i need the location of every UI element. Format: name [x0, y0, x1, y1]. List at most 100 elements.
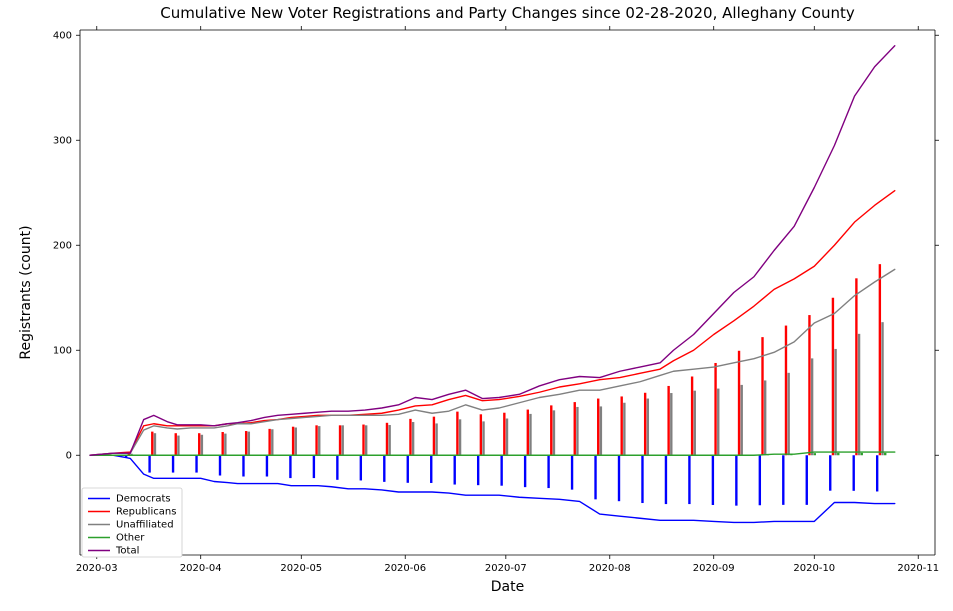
legend-label-total: Total [115, 546, 139, 557]
bar-republicans [409, 419, 411, 455]
bar-democrats [477, 455, 479, 485]
bar-democrats [219, 455, 221, 475]
bar-unaffiliated [811, 358, 813, 455]
line-other [90, 452, 895, 455]
bar-republicans [362, 425, 364, 456]
bar-unaffiliated [459, 419, 461, 455]
bar-unaffiliated [858, 334, 860, 455]
bar-republicans [175, 433, 177, 455]
bar-unaffiliated [482, 421, 484, 455]
bar-unaffiliated [365, 425, 367, 455]
bar-republicans [644, 393, 646, 455]
bar-republicans [879, 264, 881, 455]
bar-republicans [268, 429, 270, 455]
bar-democrats [148, 455, 150, 472]
bar-republicans [315, 425, 317, 455]
bar-democrats [336, 455, 338, 480]
bar-republicans [386, 423, 388, 455]
line-democrats [90, 455, 895, 522]
xtick-label: 2020-05 [280, 563, 322, 574]
bar-unaffiliated [388, 425, 390, 455]
bar-democrats [500, 455, 502, 485]
bar-democrats [172, 455, 174, 472]
bar-unaffiliated [224, 434, 226, 456]
bar-unaffiliated [435, 423, 437, 455]
ytick-label: 0 [66, 450, 72, 461]
legend-label-republicans: Republicans [116, 507, 176, 518]
bar-republicans [667, 386, 669, 455]
bar-unaffiliated [342, 425, 344, 455]
xtick-label: 2020-09 [693, 563, 735, 574]
bar-republicans [714, 363, 716, 455]
bar-unaffiliated [576, 407, 578, 455]
legend: Democrats Republicans Unaffiliated Other Tot… [82, 488, 182, 557]
bar-republicans [761, 337, 763, 455]
bar-unaffiliated [600, 406, 602, 455]
bar-republicans [691, 377, 693, 456]
bar-democrats [407, 455, 409, 483]
bar-other [837, 453, 839, 455]
bar-democrats [524, 455, 526, 487]
line-unaffiliated [90, 269, 895, 455]
bar-democrats [782, 455, 784, 505]
legend-label-democrats: Democrats [116, 494, 171, 505]
bar-democrats [712, 455, 714, 505]
bar-democrats [735, 455, 737, 505]
legend-label-other: Other [116, 533, 145, 544]
chart-svg: 0 100 200 300 400 2020-03 2020-04 2020-05 2020-0… [0, 0, 953, 611]
bar-democrats [759, 455, 761, 505]
bar-democrats [829, 455, 831, 490]
bar-unaffiliated [787, 373, 789, 455]
bar-democrats [594, 455, 596, 499]
lines-group [90, 46, 895, 523]
bar-unaffiliated [529, 414, 531, 455]
bar-democrats [266, 455, 268, 476]
xtick-label: 2020-03 [76, 563, 118, 574]
bar-republicans [808, 315, 810, 455]
legend-label-unaffiliated: Unaffiliated [116, 520, 174, 531]
bar-democrats [547, 455, 549, 488]
bar-democrats [571, 455, 573, 489]
bar-democrats [242, 455, 244, 476]
bar-unaffiliated [201, 435, 203, 455]
ytick-label: 400 [53, 30, 72, 41]
bar-republicans [151, 432, 153, 456]
bar-democrats [618, 455, 620, 501]
ytick-label: 300 [53, 135, 72, 146]
bar-democrats [641, 455, 643, 503]
ytick-label: 200 [53, 240, 72, 251]
bar-unaffiliated [741, 385, 743, 455]
bar-unaffiliated [177, 436, 179, 456]
line-total [90, 46, 895, 456]
chart-title: Cumulative New Voter Registrations and P… [160, 4, 855, 22]
bar-republicans [503, 413, 505, 456]
bar-other [884, 453, 886, 455]
bar-unaffiliated [295, 427, 297, 455]
bar-unaffiliated [248, 432, 250, 456]
ytick-label: 100 [53, 345, 72, 356]
bar-democrats [195, 455, 197, 472]
xtick-label: 2020-10 [793, 563, 835, 574]
bar-republicans [339, 425, 341, 455]
y-axis-label: Registrants (count) [18, 225, 34, 359]
bar-unaffiliated [623, 403, 625, 456]
bar-unaffiliated [271, 429, 273, 455]
bar-republicans [527, 410, 529, 456]
bar-republicans [221, 432, 223, 455]
bar-democrats [665, 455, 667, 504]
bar-republicans [597, 399, 599, 456]
xtick-label: 2020-07 [485, 563, 527, 574]
bar-unaffiliated [717, 389, 719, 456]
bar-unaffiliated [670, 393, 672, 455]
bar-unaffiliated [834, 349, 836, 455]
xtick-label: 2020-04 [180, 563, 222, 574]
bar-republicans [245, 431, 247, 455]
bar-unaffiliated [553, 410, 555, 455]
x-axis-label: Date [491, 579, 524, 595]
bar-republicans [738, 351, 740, 455]
xtick-label: 2020-06 [384, 563, 426, 574]
bar-republicans [480, 414, 482, 455]
bar-other [814, 453, 816, 455]
bar-democrats [806, 455, 808, 505]
bar-democrats [383, 455, 385, 482]
